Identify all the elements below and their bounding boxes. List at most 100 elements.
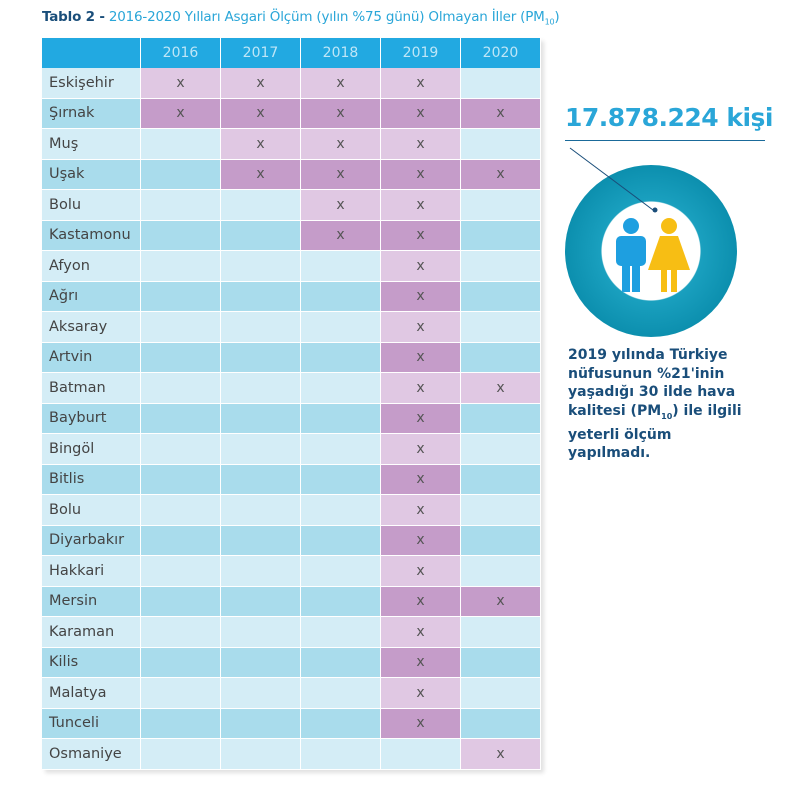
year-cell	[140, 128, 221, 160]
table-row: Mersin x x	[42, 586, 541, 617]
table-row: Bingöl x	[42, 433, 541, 465]
year-cell	[300, 586, 381, 617]
year-cell	[140, 494, 221, 526]
year-cell: x	[220, 68, 301, 99]
province-name: Afyon	[42, 250, 141, 282]
year-cell	[300, 494, 381, 526]
infographic-description: 2019 yılında Türkiye nüfusunun %21'inin …	[568, 346, 758, 463]
table-row: Kilis x	[42, 647, 541, 678]
year-cell: x	[380, 250, 461, 282]
year-cell	[220, 525, 301, 556]
year-cell	[300, 403, 381, 434]
year-cell	[220, 738, 301, 770]
year-cell: x	[300, 159, 381, 190]
province-name: Batman	[42, 372, 141, 404]
population-ring	[565, 165, 737, 337]
table-row: Tunceli x	[42, 708, 541, 739]
province-name: Artvin	[42, 342, 141, 373]
desc-sub: 10	[661, 411, 673, 421]
female-icon	[648, 218, 690, 292]
year-cell	[220, 372, 301, 404]
year-cell: x	[380, 586, 461, 617]
desc-part2: ) ile ilgili yeterli ölçüm yapılmadı.	[568, 402, 742, 462]
year-cell	[220, 586, 301, 617]
table-row: Batman x x	[42, 372, 541, 404]
male-icon	[616, 218, 646, 292]
province-name: Bolu	[42, 494, 141, 526]
year-cell: x	[300, 220, 381, 251]
year-cell: x	[380, 433, 461, 465]
year-cell: x	[380, 128, 461, 160]
year-cell	[140, 555, 221, 587]
table-title: Tablo 2 - 2016-2020 Yılları Asgari Ölçüm…	[42, 9, 560, 27]
year-cell	[460, 677, 541, 709]
year-cell: x	[380, 616, 461, 648]
table-row: Bolu x x	[42, 189, 541, 221]
year-cell	[140, 250, 221, 282]
year-cell	[220, 616, 301, 648]
table-row: Şırnak x x x x x	[42, 98, 541, 129]
year-cell	[140, 220, 221, 251]
province-name: Karaman	[42, 616, 141, 648]
year-cell	[220, 555, 301, 587]
year-cell: x	[380, 159, 461, 190]
table-row: Uşak x x x x	[42, 159, 541, 190]
table-row: Bitlis x	[42, 464, 541, 495]
province-name: Osmaniye	[42, 738, 141, 770]
year-cell	[140, 738, 221, 770]
province-name: Bayburt	[42, 403, 141, 434]
table-row: Eskişehir x x x x	[42, 68, 541, 99]
year-cell	[220, 708, 301, 739]
table-row: Artvin x	[42, 342, 541, 373]
year-cell	[300, 342, 381, 373]
year-cell: x	[380, 342, 461, 373]
table-row: Karaman x	[42, 616, 541, 648]
year-cell	[140, 708, 221, 739]
table-row: Diyarbakır x	[42, 525, 541, 556]
year-cell: x	[380, 311, 461, 343]
province-name: Bolu	[42, 189, 141, 221]
leader-dot	[652, 207, 658, 213]
year-cell: x	[380, 708, 461, 739]
year-cell: x	[380, 68, 461, 99]
provinces-table: 2016 2017 2018 2019 2020 Eskişehir x x x x Şırnak…	[42, 38, 541, 770]
year-cell	[460, 616, 541, 648]
province-name: Tunceli	[42, 708, 141, 739]
year-cell: x	[380, 647, 461, 678]
year-cell	[460, 494, 541, 526]
year-cell	[300, 433, 381, 465]
year-cell	[140, 311, 221, 343]
title-suffix: )	[554, 9, 560, 25]
year-cell	[220, 189, 301, 221]
year-cell	[220, 220, 301, 251]
header-row: 2016 2017 2018 2019 2020	[42, 38, 541, 68]
year-cell	[140, 189, 221, 221]
year-cell	[140, 525, 221, 556]
year-cell: x	[460, 586, 541, 617]
year-cell	[140, 586, 221, 617]
year-cell	[460, 68, 541, 99]
year-cell	[460, 342, 541, 373]
header-corner	[42, 38, 141, 68]
year-cell	[220, 281, 301, 312]
year-cell	[220, 342, 301, 373]
year-cell: x	[140, 98, 221, 129]
year-cell	[460, 525, 541, 556]
year-cell	[460, 311, 541, 343]
year-cell	[300, 372, 381, 404]
province-name: Ağrı	[42, 281, 141, 312]
year-cell	[460, 708, 541, 739]
year-cell	[140, 464, 221, 495]
table-row: Ağrı x	[42, 281, 541, 312]
year-cell	[300, 647, 381, 678]
year-cell	[300, 708, 381, 739]
table-row: Malatya x	[42, 677, 541, 709]
year-cell	[460, 128, 541, 160]
table-row: Aksaray x	[42, 311, 541, 343]
year-cell	[140, 647, 221, 678]
table-row: Bolu x	[42, 494, 541, 526]
year-cell: x	[460, 372, 541, 404]
year-cell	[300, 250, 381, 282]
year-cell: x	[220, 98, 301, 129]
